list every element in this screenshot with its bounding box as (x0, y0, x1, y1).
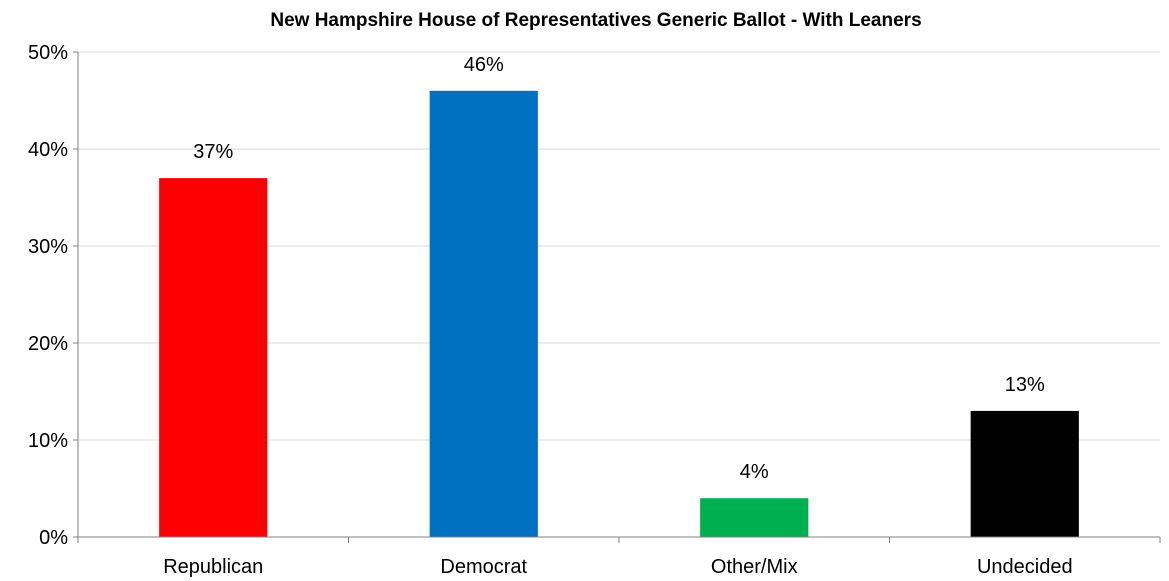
data-label: 46% (464, 54, 504, 76)
x-tick-label: Republican (163, 556, 263, 578)
y-tick-label: 10% (28, 430, 68, 452)
y-tick-label: 20% (28, 333, 68, 355)
bars: 37% 46% 4% 13% (159, 54, 1079, 538)
x-tick-label: Democrat (440, 556, 527, 578)
y-tick-label: 40% (28, 139, 68, 161)
y-tick-label: 30% (28, 236, 68, 258)
data-label: 37% (193, 141, 233, 163)
y-tick-label: 50% (28, 42, 68, 64)
bar-other-mix (700, 498, 809, 537)
chart-title: New Hampshire House of Representatives G… (270, 10, 921, 31)
bar-republican (159, 178, 268, 537)
x-tick-label: Undecided (977, 556, 1073, 578)
bar-democrat (429, 90, 538, 538)
x-tick-label: Other/Mix (711, 556, 798, 578)
y-tick-label: 0% (39, 527, 68, 549)
data-label: 13% (1005, 374, 1045, 396)
y-axis: 0% 10% 20% 30% 40% 50% (28, 42, 79, 549)
x-axis: Republican Democrat Other/Mix Undecided (77, 536, 1161, 578)
data-label: 4% (740, 461, 769, 483)
bar-undecided (970, 410, 1079, 537)
